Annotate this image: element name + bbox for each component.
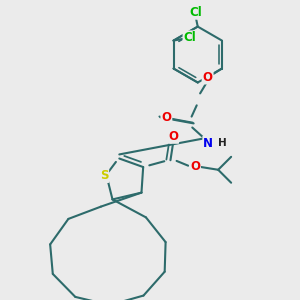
Text: S: S bbox=[100, 169, 108, 182]
Text: Cl: Cl bbox=[184, 31, 196, 44]
Text: O: O bbox=[161, 111, 171, 124]
Text: O: O bbox=[190, 160, 200, 173]
Text: Cl: Cl bbox=[190, 6, 202, 19]
Text: O: O bbox=[168, 130, 178, 143]
Text: N: N bbox=[203, 137, 213, 150]
Text: H: H bbox=[218, 138, 226, 148]
Text: O: O bbox=[202, 70, 213, 83]
